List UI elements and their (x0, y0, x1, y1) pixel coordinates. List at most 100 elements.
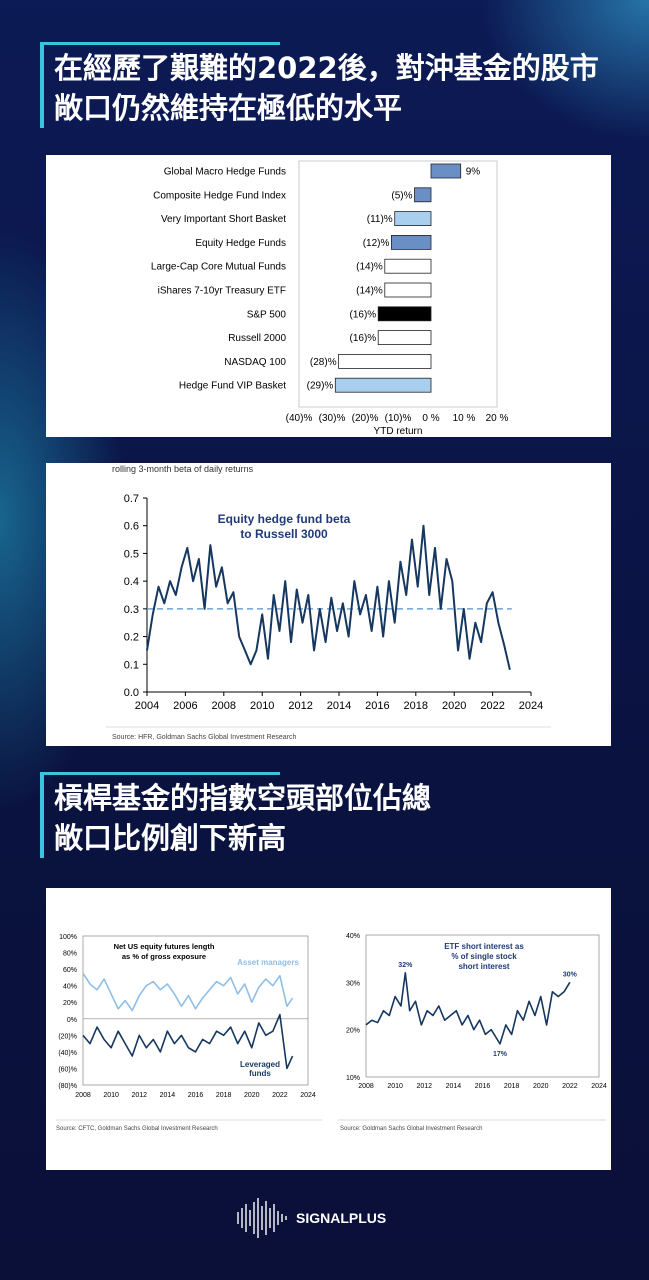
x-tick-label: 2010 (103, 1092, 119, 1099)
right-chart-title-line: ETF short interest as (444, 942, 524, 951)
category-label: Composite Hedge Fund Index (153, 190, 286, 201)
x-tick-label: 2012 (416, 1083, 432, 1090)
value-label: (29)% (307, 381, 334, 392)
bar (394, 211, 432, 226)
x-tick-label: 2018 (216, 1092, 232, 1099)
hedge-fund-beta-chart-panel: rolling 3-month beta of daily returns 0.0… (46, 463, 611, 746)
category-label: NASDAQ 100 (224, 357, 286, 368)
category-label: Equity Hedge Funds (195, 238, 286, 249)
x-tick-label: 2024 (519, 700, 543, 712)
x-tick-label: 2010 (387, 1083, 403, 1090)
y-tick-label: 0.2 (124, 632, 139, 644)
hedge-fund-beta-line-chart: rolling 3-month beta of daily returns 0.0… (106, 464, 551, 741)
x-tick-label: 2024 (300, 1092, 316, 1099)
left-chart-title-line1: Net US equity futures length (114, 942, 215, 951)
value-label: (12)% (363, 238, 390, 249)
x-axis-label: YTD return (374, 426, 423, 437)
y-tick-label: 20% (63, 1000, 77, 1007)
y-tick-label: 20% (346, 1028, 360, 1035)
chart-subtitle: rolling 3-month beta of daily returns (112, 464, 254, 474)
x-tick-label: 2022 (562, 1083, 578, 1090)
y-tick-label: 0.3 (124, 604, 139, 616)
category-label: Large-Cap Core Mutual Funds (151, 262, 286, 273)
x-tick-label: 2020 (442, 700, 466, 712)
x-tick-label: 2016 (188, 1092, 204, 1099)
bar (338, 353, 432, 369)
y-tick-label: 0.0 (124, 687, 139, 699)
x-tick-label: 2016 (365, 700, 389, 712)
y-tick-label: 10% (346, 1075, 360, 1082)
y-tick-label: (60)% (58, 1066, 77, 1073)
bottom-heading: 槓桿基金的指數空頭部位佔總 敞口比例創下新高 (40, 772, 644, 858)
x-tick-label: 10 % (453, 413, 476, 424)
annotation-line2: to Russell 3000 (240, 527, 328, 541)
category-label: Hedge Fund VIP Basket (179, 381, 286, 392)
source-note: Source: HFR, Goldman Sachs Global Invest… (112, 734, 297, 741)
asset-managers-line (82, 972, 294, 1012)
y-tick-label: 0.7 (124, 493, 139, 505)
bar (430, 163, 462, 179)
x-tick-label: 2012 (131, 1092, 147, 1099)
y-tick-label: 60% (63, 967, 77, 974)
beta-line (146, 524, 511, 671)
x-tick-label: 2022 (480, 700, 504, 712)
x-tick-label: 2016 (475, 1083, 491, 1090)
x-tick-label: 2006 (173, 700, 197, 712)
x-tick-label: 2012 (288, 700, 312, 712)
value-label: (16)% (350, 333, 377, 344)
bar (384, 258, 432, 274)
x-tick-label: 2010 (250, 700, 274, 712)
x-tick-label: 2014 (327, 700, 351, 712)
signalplus-logo: SIGNALPLUS (236, 1198, 416, 1238)
x-tick-label: 2004 (135, 700, 159, 712)
x-tick-label: (20)% (352, 413, 379, 424)
top-heading-line2: 敞口仍然維持在極低的水平 (54, 91, 403, 125)
leveraged-funds-label-line1: Leveraged (240, 1060, 280, 1069)
ytd-return-bar-chart: Global Macro Hedge Funds 9% Composite Hedg… (151, 160, 509, 437)
y-tick-label: 0% (67, 1017, 77, 1024)
point-label: 30% (563, 971, 578, 978)
bar (377, 330, 432, 346)
bottom-heading-line1: 槓桿基金的指數空頭部位佔總 (54, 781, 432, 815)
x-tick-label: 2008 (75, 1092, 91, 1099)
category-label: Russell 2000 (228, 333, 286, 344)
top-heading: 在經歷了艱難的2022後，對沖基金的股市 敞口仍然維持在極低的水平 (40, 42, 644, 128)
x-tick-label: 2018 (404, 700, 428, 712)
right-chart-title-line: % of single stock (451, 952, 517, 961)
x-tick-label: 2020 (533, 1083, 549, 1090)
left-chart-title-line2: as % of gross exposure (122, 952, 206, 961)
futures-and-short-interest-charts: (80)% (60)% (40)% (20)% 0% 20% 40% 60% 80% 100% 20… (56, 933, 607, 1132)
signalplus-wordmark: SIGNALPLUS (296, 1210, 387, 1226)
x-tick-label: 0 % (422, 413, 439, 424)
x-tick-label: (40)% (286, 413, 313, 424)
left-source-note: Source: CFTC, Goldman Sachs Global Inves… (56, 1126, 218, 1132)
bar (390, 235, 432, 250)
leveraged-funds-line (82, 1013, 294, 1070)
y-tick-label: 0.5 (124, 548, 139, 560)
y-tick-label: 40% (63, 984, 77, 991)
value-label: (14)% (356, 286, 383, 297)
x-tick-label: 2008 (358, 1083, 374, 1090)
right-plot-frame (365, 934, 600, 1078)
x-tick-label: 2014 (446, 1083, 462, 1090)
x-tick-label: 2014 (160, 1092, 176, 1099)
right-source-note: Source: Goldman Sachs Global Investment … (340, 1126, 482, 1132)
y-tick-label: 0.6 (124, 521, 139, 533)
leveraged-funds-label-line2: funds (249, 1069, 271, 1078)
y-tick-label: 0.4 (124, 576, 139, 588)
value-label: (16)% (350, 309, 377, 320)
x-tick-label: (30)% (319, 413, 346, 424)
bottom-heading-line2: 敞口比例創下新高 (54, 821, 287, 855)
y-tick-label: 40% (346, 933, 360, 940)
bar (384, 282, 432, 298)
asset-managers-label: Asset managers (237, 958, 299, 967)
right-chart-title-line: short interest (458, 962, 509, 971)
top-heading-line1: 在經歷了艱難的2022後，對沖基金的股市 (54, 51, 599, 85)
y-tick-label: 30% (346, 980, 360, 987)
value-label: (28)% (310, 357, 337, 368)
ytd-return-chart-panel: Global Macro Hedge Funds 9% Composite Hedg… (46, 155, 611, 437)
x-tick-label: 2022 (272, 1092, 288, 1099)
futures-and-short-interest-panel: (80)% (60)% (40)% (20)% 0% 20% 40% 60% 80% 100% 20… (46, 888, 611, 1170)
x-tick-label: 20 % (486, 413, 509, 424)
value-label: (11)% (367, 214, 393, 225)
